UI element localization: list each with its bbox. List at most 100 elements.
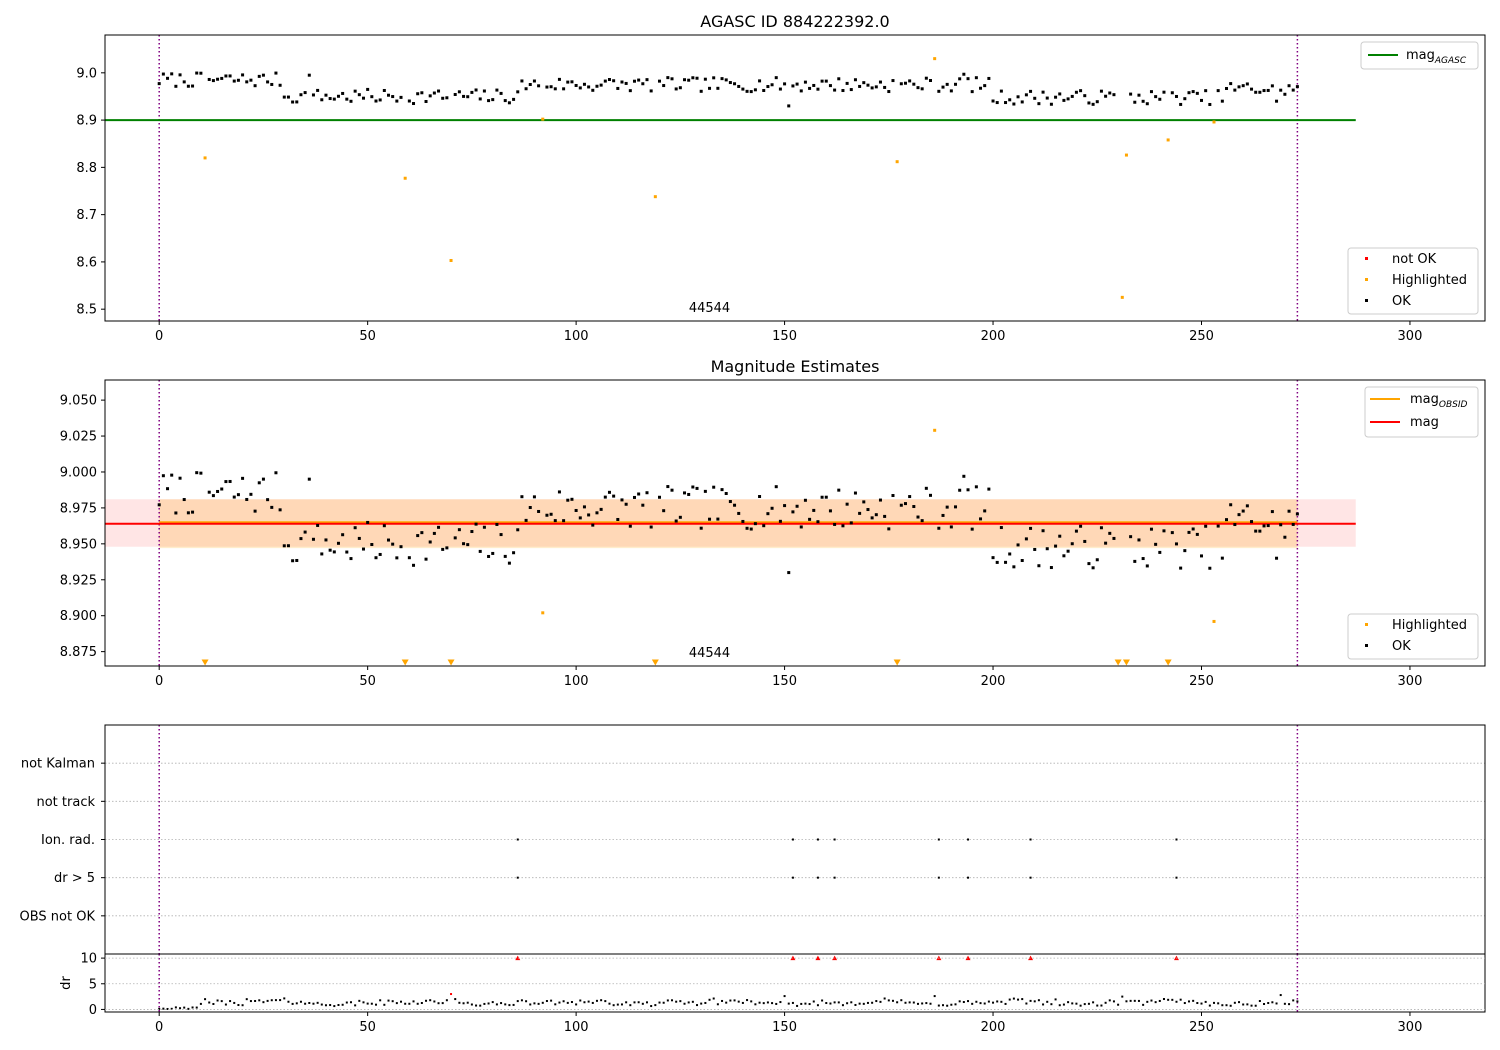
- out-of-range-marker: [1114, 659, 1122, 666]
- y-tick-label: 8.950: [60, 537, 97, 552]
- dr-point: [896, 1001, 899, 1004]
- ok-point: [941, 85, 945, 89]
- ok-point: [524, 518, 528, 522]
- ok-point: [562, 519, 566, 523]
- dr-point: [391, 1000, 394, 1003]
- dr-point: [333, 1005, 336, 1008]
- ok-point: [211, 494, 215, 498]
- ok-point: [1083, 539, 1087, 543]
- ok-point: [1049, 566, 1053, 570]
- dr-point: [337, 1004, 340, 1007]
- ok-point: [591, 88, 595, 92]
- ok-point: [537, 509, 541, 513]
- dr-point: [204, 998, 207, 1001]
- ok-point: [799, 525, 803, 529]
- legend-frame: [1347, 613, 1479, 660]
- ok-point: [582, 505, 586, 509]
- dr-point: [274, 999, 277, 1002]
- ok-point: [1070, 542, 1074, 546]
- dr-point: [1296, 1000, 1299, 1003]
- dr-point: [687, 1001, 690, 1004]
- ok-point: [1154, 542, 1158, 546]
- x-tick-label: 200: [981, 1020, 1006, 1035]
- legend-marker-not-ok: [1365, 257, 1368, 260]
- dr-point: [512, 1003, 515, 1006]
- ok-point: [816, 520, 820, 524]
- highlighted-point: [1124, 153, 1128, 157]
- ok-point: [1091, 102, 1095, 106]
- dr-point: [1275, 1002, 1278, 1005]
- ok-point: [316, 88, 320, 92]
- ok-point: [820, 495, 824, 499]
- y-tick-label: 8.9: [76, 114, 97, 129]
- dr-point: [212, 1002, 215, 1005]
- ok-point: [766, 512, 770, 516]
- ok-point: [1225, 86, 1229, 90]
- ok-point: [1208, 566, 1212, 570]
- ok-point: [166, 76, 170, 80]
- ok-point: [482, 89, 486, 93]
- ok-point: [716, 86, 720, 90]
- dr-point: [671, 999, 674, 1002]
- ok-point: [999, 526, 1003, 530]
- ok-point: [678, 86, 682, 90]
- ok-point: [741, 87, 745, 91]
- ok-point: [624, 81, 628, 85]
- ok-point: [374, 556, 378, 560]
- dr-point: [983, 1002, 986, 1005]
- ok-point: [1241, 84, 1245, 88]
- dr-point: [291, 1002, 294, 1005]
- ok-point: [612, 494, 616, 498]
- ok-point: [708, 86, 712, 90]
- ok-point: [512, 97, 516, 101]
- ok-point: [320, 98, 324, 102]
- legend-label-ok: OK: [1392, 639, 1411, 654]
- dr-point: [754, 1003, 757, 1006]
- ok-point: [1062, 554, 1066, 558]
- ok-point: [941, 513, 945, 517]
- ok-point: [658, 79, 662, 83]
- ok-point: [499, 533, 503, 537]
- highlighted-point: [203, 156, 207, 160]
- ok-point: [1237, 513, 1241, 517]
- ok-point: [528, 83, 532, 87]
- dr-point: [183, 1006, 186, 1009]
- highlighted-point: [1212, 120, 1216, 124]
- dr-point: [341, 1003, 344, 1006]
- ok-point: [903, 502, 907, 506]
- ok-point: [783, 504, 787, 508]
- panel-magnitude-y-axis: 8.875 8.900 8.925 8.950 8.975 9.000 9.025 9.050: [60, 394, 105, 660]
- dr-point: [1221, 1004, 1224, 1007]
- x-tick-label: 50: [359, 329, 376, 344]
- dr-point: [691, 1000, 694, 1003]
- ok-point: [1199, 554, 1203, 558]
- ok-point: [645, 491, 649, 495]
- panel-magnitude-title: Magnitude Estimates: [711, 357, 880, 376]
- ok-point: [520, 495, 524, 499]
- ok-point: [378, 98, 382, 102]
- ok-point: [1137, 538, 1141, 542]
- ok-point: [632, 79, 636, 83]
- dr-point: [979, 1002, 982, 1005]
- ok-point: [812, 508, 816, 512]
- ok-point: [808, 517, 812, 521]
- panel-agasc-point-legend: not OK Highlighted OK: [1347, 247, 1479, 315]
- ok-point: [453, 536, 457, 540]
- ok-point: [570, 497, 574, 501]
- ok-point: [1216, 89, 1220, 93]
- ok-point: [891, 494, 895, 498]
- dr-point: [883, 997, 886, 1000]
- dr-point: [987, 1000, 990, 1003]
- dr-point: [379, 999, 382, 1002]
- highlighted-point: [403, 176, 407, 180]
- ok-point: [366, 520, 370, 524]
- ok-point: [887, 527, 891, 531]
- ok-point: [253, 509, 257, 513]
- ok-point: [1033, 547, 1037, 551]
- legend-label-highlighted: Highlighted: [1392, 273, 1467, 288]
- ok-point: [1179, 566, 1183, 570]
- ok-point: [774, 76, 778, 80]
- ok-point: [199, 71, 203, 75]
- ok-point: [291, 100, 295, 104]
